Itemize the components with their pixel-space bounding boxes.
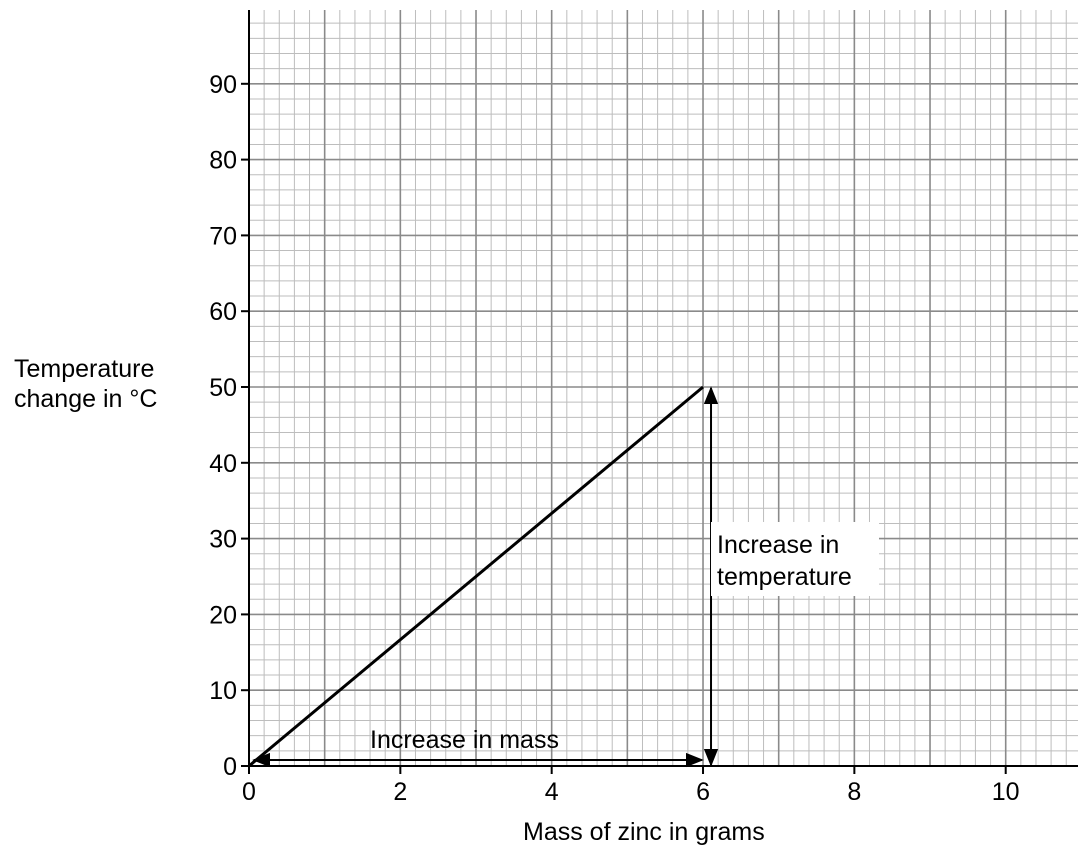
x-tick-label: 4 (545, 778, 559, 806)
temperature-label-background (711, 522, 879, 596)
y-axis-label-line-2: change in °C (14, 385, 158, 413)
y-tick-label: 50 (209, 374, 237, 402)
y-tick-label: 10 (209, 677, 237, 705)
y-axis-label-line-1: Temperature (14, 355, 155, 383)
y-axis-label: Temperature change in °C (14, 354, 157, 414)
x-tick-label: 8 (847, 778, 861, 806)
minor-grid (249, 10, 1078, 766)
x-tick-label: 2 (393, 778, 407, 806)
y-tick-label: 40 (209, 450, 237, 478)
y-tick-label: 70 (209, 222, 237, 250)
y-tick-label: 90 (209, 71, 237, 99)
y-tick-label: 0 (223, 753, 237, 781)
series-layer (248, 385, 704, 768)
temperature-increase-label: temperature (717, 563, 852, 591)
y-tick-label: 60 (209, 298, 237, 326)
y-tick-label: 30 (209, 526, 237, 554)
temperature-increase-label: Increase in (717, 531, 839, 559)
y-tick-label: 80 (209, 147, 237, 175)
major-grid (249, 10, 1078, 766)
mass-increase-label: Increase in mass (370, 726, 559, 754)
x-tick-label: 10 (992, 778, 1020, 806)
annotations: Increase in mass Increase in temperature (252, 386, 879, 768)
y-tick-label: 20 (209, 601, 237, 629)
series-line (248, 385, 704, 768)
x-tick-label: 0 (242, 778, 256, 806)
tick-labels: 0 10 20 30 40 50 60 70 80 90 0 2 4 6 8 10 (209, 71, 1019, 806)
x-tick-label: 6 (696, 778, 710, 806)
x-axis-label: Mass of zinc in grams (523, 818, 765, 846)
